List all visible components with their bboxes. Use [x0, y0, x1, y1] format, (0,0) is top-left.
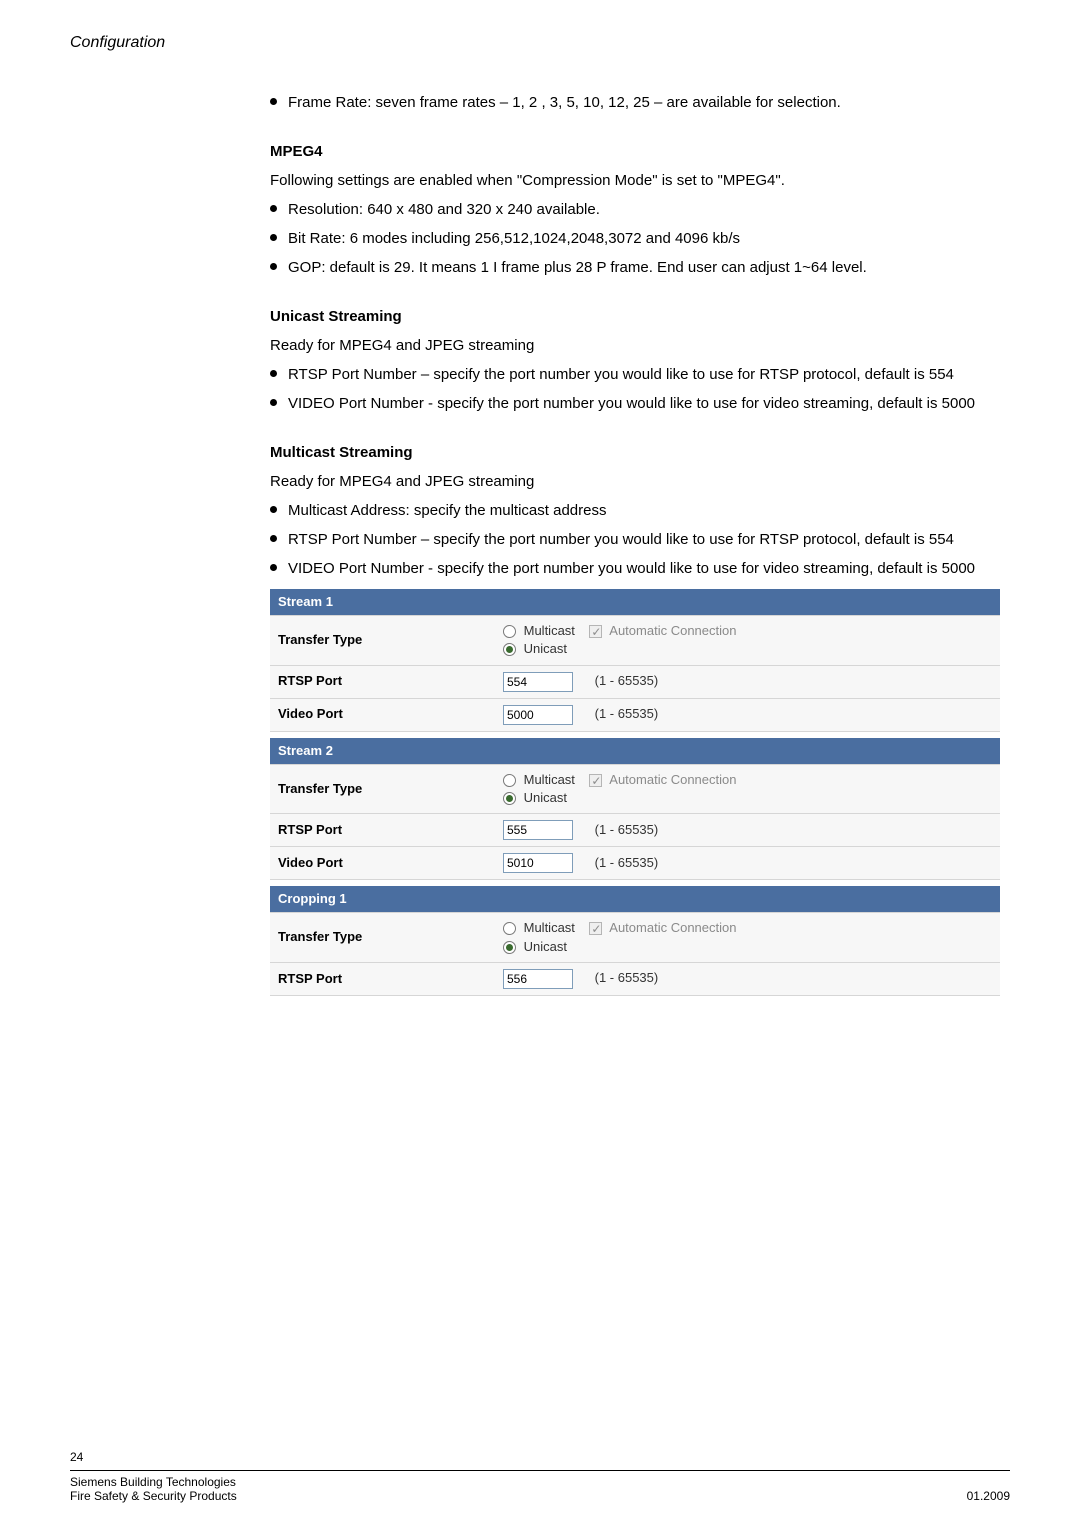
mpeg4-item: Bit Rate: 6 modes including 256,512,1024…	[270, 228, 1000, 249]
rtsp-port-input[interactable]	[503, 820, 573, 840]
mpeg4-intro: Following settings are enabled when "Com…	[270, 170, 1000, 191]
multicast-radio[interactable]	[503, 774, 516, 787]
rtsp-port-label: RTSP Port	[270, 814, 495, 847]
multicast-radio[interactable]	[503, 625, 516, 638]
port-range: (1 - 65535)	[595, 970, 659, 985]
stream2-header: Stream 2	[270, 738, 1000, 765]
unicast-label: Unicast	[524, 790, 567, 805]
cropping1-table: Cropping 1 Transfer Type Multicast Autom…	[270, 886, 1000, 996]
multicast-title: Multicast Streaming	[270, 442, 1000, 463]
multicast-label: Multicast	[524, 772, 575, 787]
footer: 24 Siemens Building Technologies Fire Sa…	[70, 1450, 1010, 1503]
unicast-radio[interactable]	[503, 643, 516, 656]
auto-conn-checkbox[interactable]	[589, 922, 602, 935]
multicast-radio[interactable]	[503, 922, 516, 935]
port-range: (1 - 65535)	[595, 673, 659, 688]
multicast-label: Multicast	[524, 920, 575, 935]
rtsp-port-input[interactable]	[503, 672, 573, 692]
auto-conn-label: Automatic Connection	[609, 920, 736, 935]
unicast-item: VIDEO Port Number - specify the port num…	[270, 393, 1000, 414]
unicast-radio[interactable]	[503, 941, 516, 954]
page-number: 24	[70, 1450, 1010, 1464]
footer-line2: Fire Safety & Security Products	[70, 1489, 237, 1503]
video-port-label: Video Port	[270, 698, 495, 731]
mpeg4-title: MPEG4	[270, 141, 1000, 162]
video-port-input[interactable]	[503, 705, 573, 725]
video-port-input[interactable]	[503, 853, 573, 873]
stream1-table: Stream 1 Transfer Type Multicast Automat…	[270, 589, 1000, 732]
transfer-type-label: Transfer Type	[270, 764, 495, 813]
section-header: Configuration	[70, 34, 1010, 52]
footer-date: 01.2009	[967, 1489, 1010, 1503]
rtsp-port-label: RTSP Port	[270, 665, 495, 698]
unicast-label: Unicast	[524, 939, 567, 954]
unicast-title: Unicast Streaming	[270, 306, 1000, 327]
footer-line1: Siemens Building Technologies	[70, 1475, 237, 1489]
video-port-label: Video Port	[270, 847, 495, 880]
port-range: (1 - 65535)	[595, 706, 659, 721]
transfer-type-label: Transfer Type	[270, 913, 495, 962]
frame-rate-bullet: Frame Rate: seven frame rates – 1, 2 , 3…	[270, 92, 1000, 113]
multicast-item: VIDEO Port Number - specify the port num…	[270, 558, 1000, 579]
port-range: (1 - 65535)	[595, 855, 659, 870]
multicast-item: RTSP Port Number – specify the port numb…	[270, 529, 1000, 550]
transfer-type-label: Transfer Type	[270, 616, 495, 665]
multicast-intro: Ready for MPEG4 and JPEG streaming	[270, 471, 1000, 492]
auto-conn-checkbox[interactable]	[589, 625, 602, 638]
stream1-header: Stream 1	[270, 589, 1000, 616]
rtsp-port-label: RTSP Port	[270, 962, 495, 995]
unicast-radio[interactable]	[503, 792, 516, 805]
rtsp-port-input[interactable]	[503, 969, 573, 989]
multicast-label: Multicast	[524, 623, 575, 638]
unicast-label: Unicast	[524, 641, 567, 656]
stream2-table: Stream 2 Transfer Type Multicast Automat…	[270, 738, 1000, 881]
unicast-intro: Ready for MPEG4 and JPEG streaming	[270, 335, 1000, 356]
mpeg4-item: GOP: default is 29. It means 1 I frame p…	[270, 257, 1000, 278]
auto-conn-label: Automatic Connection	[609, 623, 736, 638]
auto-conn-checkbox[interactable]	[589, 774, 602, 787]
multicast-item: Multicast Address: specify the multicast…	[270, 500, 1000, 521]
mpeg4-item: Resolution: 640 x 480 and 320 x 240 avai…	[270, 199, 1000, 220]
auto-conn-label: Automatic Connection	[609, 772, 736, 787]
footer-rule	[70, 1470, 1010, 1471]
unicast-item: RTSP Port Number – specify the port numb…	[270, 364, 1000, 385]
port-range: (1 - 65535)	[595, 822, 659, 837]
main-content: Frame Rate: seven frame rates – 1, 2 , 3…	[270, 92, 1000, 996]
cropping1-header: Cropping 1	[270, 886, 1000, 913]
